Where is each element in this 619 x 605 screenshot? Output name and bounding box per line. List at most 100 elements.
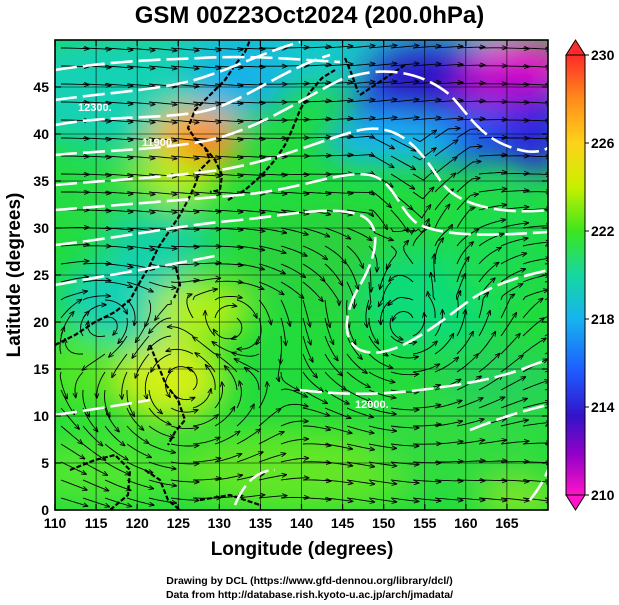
streamline xyxy=(522,138,548,139)
streamline xyxy=(232,353,260,357)
y-tick-label: 20 xyxy=(33,314,49,330)
y-axis-title: Latitude (degrees) xyxy=(4,193,25,358)
streamline xyxy=(434,128,460,139)
x-tick-label: 135 xyxy=(249,515,273,531)
colorbar: 230 226 222 218 214 210 xyxy=(565,39,615,511)
streamline xyxy=(434,254,435,283)
streamline xyxy=(148,263,177,267)
streamline xyxy=(434,157,457,175)
streamline xyxy=(522,338,546,355)
colorbar-top-arrow xyxy=(565,39,586,56)
streamline xyxy=(236,299,257,318)
streamline xyxy=(324,425,352,433)
coast-korea xyxy=(204,147,224,194)
streamline xyxy=(126,66,155,68)
streamline xyxy=(412,497,441,501)
streamline xyxy=(500,355,523,373)
streamline xyxy=(151,353,172,372)
streamline xyxy=(60,291,87,301)
streamline xyxy=(456,242,474,265)
streamline xyxy=(324,353,342,376)
streamline xyxy=(522,402,548,409)
colorbar-label: 214 xyxy=(591,399,615,415)
streamline xyxy=(456,498,485,500)
streamline xyxy=(104,102,133,104)
streamline xyxy=(434,173,456,193)
coast-philippines xyxy=(148,344,187,446)
streamline xyxy=(302,317,311,345)
streamline xyxy=(368,443,397,448)
streamline xyxy=(258,382,267,409)
streamline xyxy=(434,204,450,229)
streamline xyxy=(148,137,177,141)
streamline xyxy=(522,290,548,301)
streamline xyxy=(104,66,133,68)
streamline xyxy=(302,227,330,237)
streamline xyxy=(192,120,221,122)
streamline xyxy=(280,227,308,235)
streamline xyxy=(192,263,221,264)
streamline xyxy=(214,431,240,445)
streamline xyxy=(434,46,463,48)
streamline xyxy=(104,174,133,176)
streamline xyxy=(60,277,89,283)
streamline xyxy=(126,156,155,158)
streamline xyxy=(522,258,548,265)
streamline xyxy=(126,281,153,292)
contour-line xyxy=(299,358,548,396)
streamline xyxy=(369,281,371,310)
map-title: GSM 00Z23Oct2024 (200.0hPa) xyxy=(134,2,485,29)
streamline xyxy=(456,398,483,409)
streamline xyxy=(192,156,221,158)
streamline xyxy=(280,371,299,391)
contour-label: 11900. xyxy=(142,137,175,149)
streamline xyxy=(389,317,403,340)
streamline xyxy=(324,118,353,120)
x-axis-title: Longitude (degrees) xyxy=(211,539,394,560)
streamline xyxy=(214,407,235,427)
streamline xyxy=(170,462,199,464)
streamline xyxy=(170,280,199,282)
streamline xyxy=(192,389,211,409)
streamline xyxy=(280,174,309,175)
streamline xyxy=(236,281,264,289)
streamline xyxy=(104,461,130,475)
streamline xyxy=(135,317,150,342)
streamline xyxy=(478,353,500,373)
streamline xyxy=(97,371,106,398)
y-tick-label: 15 xyxy=(33,361,49,377)
coastlines xyxy=(55,40,406,510)
streamline xyxy=(390,137,416,151)
streamline xyxy=(478,397,505,409)
streamline xyxy=(104,425,125,446)
streamline xyxy=(390,497,419,502)
streamline xyxy=(456,101,485,102)
streamline xyxy=(192,289,217,301)
streamline xyxy=(236,452,263,463)
streamline xyxy=(214,156,243,158)
streamline xyxy=(302,444,331,446)
streamline xyxy=(324,299,330,328)
streamline xyxy=(368,371,395,382)
streamline xyxy=(434,82,463,84)
streamline xyxy=(390,173,415,189)
streamline xyxy=(522,66,548,67)
streamline xyxy=(126,120,155,122)
streamline xyxy=(368,425,397,431)
streamline xyxy=(280,421,308,427)
streamline xyxy=(522,380,548,391)
streamline xyxy=(148,47,177,51)
streamline xyxy=(324,155,353,156)
streamline xyxy=(187,367,198,391)
coast-kuril xyxy=(359,64,406,96)
streamline xyxy=(478,262,499,283)
streamline xyxy=(478,310,490,337)
streamline xyxy=(522,209,548,210)
streamline xyxy=(148,443,176,453)
streamline xyxy=(126,479,154,489)
streamline xyxy=(82,353,106,370)
streamline xyxy=(456,194,479,211)
contour-line xyxy=(55,53,331,127)
streamline xyxy=(346,371,370,387)
streamline xyxy=(148,228,177,230)
